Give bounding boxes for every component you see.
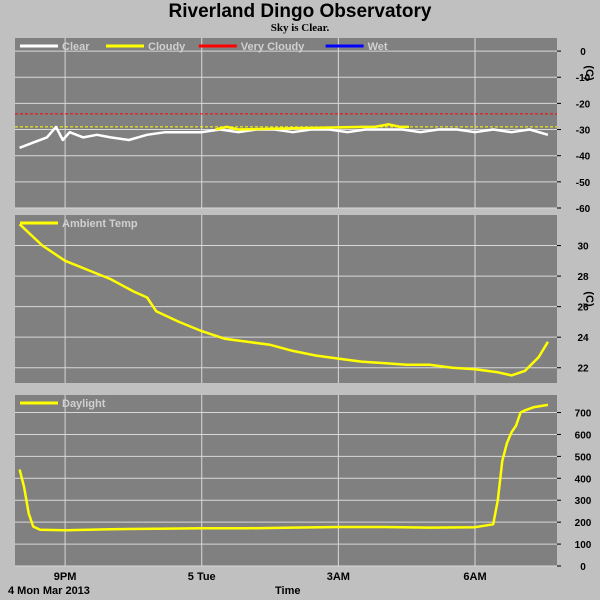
y-tick-label: 300 (575, 496, 592, 507)
y-tick-label: 30 (577, 242, 589, 253)
y-tick-label: 100 (575, 540, 592, 551)
legend-label: Cloudy (148, 41, 186, 53)
plot-area (15, 38, 557, 208)
x-tick-label: 5 Tue (188, 571, 216, 583)
x-axis-title: Time (275, 585, 301, 597)
series-line (18, 223, 549, 377)
y-tick-label: 400 (575, 474, 592, 485)
y-tick-label: -60 (576, 204, 591, 215)
date-label: 4 Mon Mar 2013 (8, 585, 90, 597)
page-title: Riverland Dingo Observatory (168, 1, 432, 22)
y-tick-label: -40 (576, 152, 591, 163)
legend-label: Wet (368, 41, 388, 53)
y-axis-label: (C) (583, 65, 595, 81)
chart-panel-2: 22 24 26 28 30 (C) Ambient Temp (15, 215, 595, 383)
y-tick-label: -20 (576, 99, 591, 110)
y-tick-label: -50 (576, 178, 591, 189)
y-tick-label: 600 (575, 430, 592, 441)
y-tick-label: -10 (576, 73, 591, 84)
y-tick-label: 200 (575, 518, 592, 529)
y-tick-label: 700 (575, 409, 592, 420)
series-line (215, 123, 409, 131)
x-tick-label: 6AM (463, 571, 486, 583)
legend-label: Daylight (62, 398, 106, 410)
y-tick-label: 28 (577, 272, 589, 283)
legend-label: Ambient Temp (62, 218, 138, 230)
y-tick-label: 0 (580, 562, 586, 573)
legend-label: Very Cloudy (241, 41, 305, 53)
y-tick-label: 500 (575, 452, 592, 463)
y-tick-label: 0 (580, 47, 586, 58)
chart-panel-3: 0 100 200 300 400 500 600 700 9PM 5 Tue 3AM 6AM Dayl… (15, 395, 592, 583)
sky-status: Sky is Clear. (270, 22, 330, 34)
y-tick-label: 26 (577, 303, 589, 314)
plot-area (15, 395, 557, 566)
chart-panel-1: 0 -10 -20 -30 -40 -50 -60 (C) Clear Cloudy Very Cl… (15, 38, 595, 215)
series-line (18, 403, 549, 532)
plot-area (15, 215, 557, 383)
y-axis-label: (C) (583, 291, 595, 307)
y-tick-label: 24 (577, 333, 589, 344)
x-tick-label: 3AM (327, 571, 350, 583)
y-tick-label: -30 (576, 126, 591, 137)
y-tick-label: 22 (577, 364, 589, 375)
x-tick-label: 9PM (54, 571, 77, 583)
legend-label: Clear (62, 41, 90, 53)
